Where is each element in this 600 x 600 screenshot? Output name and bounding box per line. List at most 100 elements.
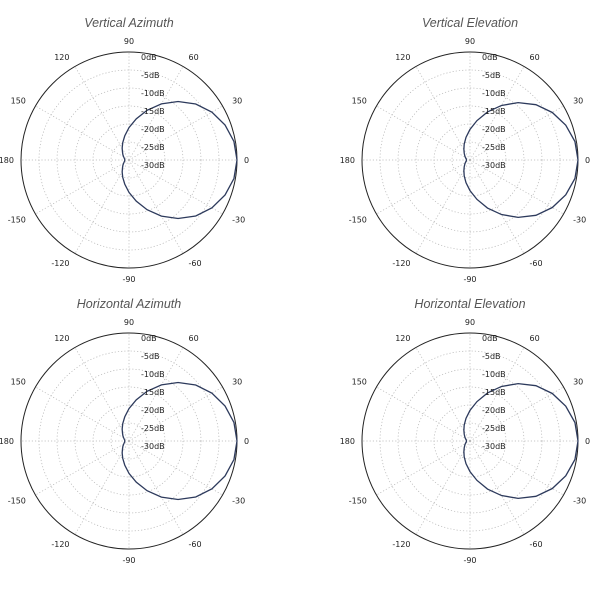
angle-tick-label: -90 [122,275,135,284]
angular-gridline [376,105,471,161]
radial-gridline [451,141,489,179]
radial-tick-label: -30dB [141,161,165,170]
angular-gridline [35,386,130,442]
series-line [463,382,579,500]
radial-tick-label: -25dB [141,143,165,152]
angle-tick-label: 150 [11,97,26,106]
angle-tick-label: 180 [340,437,355,446]
angular-gridline [128,159,223,215]
angle-tick-label: 30 [573,378,583,387]
angle-tick-label: -90 [463,556,476,565]
angular-gridline [415,159,471,254]
radial-tick-label: -10dB [482,89,506,98]
angle-tick-label: -120 [392,540,410,549]
angle-tick-label: 180 [0,156,14,165]
angle-tick-label: 90 [465,318,475,327]
radial-tick-label: -30dB [482,442,506,451]
angle-tick-label: 0 [585,437,590,446]
angle-tick-label: -30 [232,216,245,225]
radial-tick-label: -20dB [482,125,506,134]
angle-tick-label: 150 [352,97,367,106]
angular-gridline [128,66,184,161]
angular-gridline [469,347,525,442]
angle-tick-label: -90 [122,556,135,565]
angular-gridline [128,440,223,496]
angle-tick-label: 0 [244,156,249,165]
angle-tick-label: 60 [530,53,540,62]
angle-tick-label: 120 [54,334,69,343]
radial-gridline [415,105,525,215]
radial-tick-label: -5dB [482,352,501,361]
radial-tick-label: -25dB [141,424,165,433]
angular-gridline [128,440,184,535]
radial-tick-label: -30dB [141,442,165,451]
angle-tick-label: -30 [232,497,245,506]
angle-tick-label: 150 [352,378,367,387]
angle-tick-label: -150 [8,497,26,506]
angle-tick-label: 180 [340,156,355,165]
angle-tick-label: 30 [232,378,242,387]
radial-gridline [110,141,148,179]
angle-tick-label: 30 [232,97,242,106]
series-line [463,101,579,219]
angular-gridline [74,440,130,535]
angle-tick-label: 90 [124,37,134,46]
angular-gridline [35,440,130,496]
radial-tick-label: -5dB [482,71,501,80]
angle-tick-label: 120 [395,334,410,343]
angle-tick-label: -60 [189,540,202,549]
angle-tick-label: 60 [189,53,199,62]
angular-gridline [469,159,525,254]
angular-gridline [415,440,471,535]
chart-title: Horizontal Elevation [414,297,526,311]
angle-tick-label: 90 [124,318,134,327]
radial-gridline [56,368,202,514]
radial-gridline [451,422,489,460]
radial-tick-label: -15dB [141,388,165,397]
angular-gridline [469,159,564,215]
angular-gridline [128,105,223,161]
radial-tick-label: -20dB [141,406,165,415]
angle-tick-label: -150 [349,497,367,506]
series-line [121,100,238,220]
angle-tick-label: 0 [244,437,249,446]
radial-gridline [74,386,184,496]
radial-gridline [397,368,543,514]
angular-gridline [415,66,471,161]
angle-tick-label: -150 [349,216,367,225]
angle-tick-label: -120 [51,540,69,549]
angular-gridline [35,105,130,161]
angle-tick-label: -30 [573,497,586,506]
radial-tick-label: -10dB [141,370,165,379]
chart-title: Vertical Elevation [421,16,519,30]
angular-gridline [469,440,564,496]
angle-tick-label: 0 [585,156,590,165]
radial-gridline [74,105,184,215]
angle-tick-label: -120 [51,259,69,268]
angular-gridline [74,159,130,254]
radial-tick-label: 0dB [482,334,498,343]
chart-title: Vertical Azimuth [84,16,174,30]
angle-tick-label: 90 [465,37,475,46]
angle-tick-label: 180 [0,437,14,446]
radial-tick-label: -25dB [482,424,506,433]
radial-tick-label: -5dB [141,352,160,361]
angle-tick-label: -120 [392,259,410,268]
angular-gridline [74,347,130,442]
angular-gridline [376,386,471,442]
angle-tick-label: -60 [189,259,202,268]
angle-tick-label: 60 [530,334,540,343]
angle-tick-label: -150 [8,216,26,225]
radial-tick-label: -25dB [482,143,506,152]
angle-tick-label: 60 [189,334,199,343]
angular-gridline [376,159,471,215]
radial-gridline [397,87,543,233]
angular-gridline [469,66,525,161]
radial-gridline [415,386,525,496]
radial-tick-label: -20dB [141,125,165,134]
angular-gridline [469,105,564,161]
